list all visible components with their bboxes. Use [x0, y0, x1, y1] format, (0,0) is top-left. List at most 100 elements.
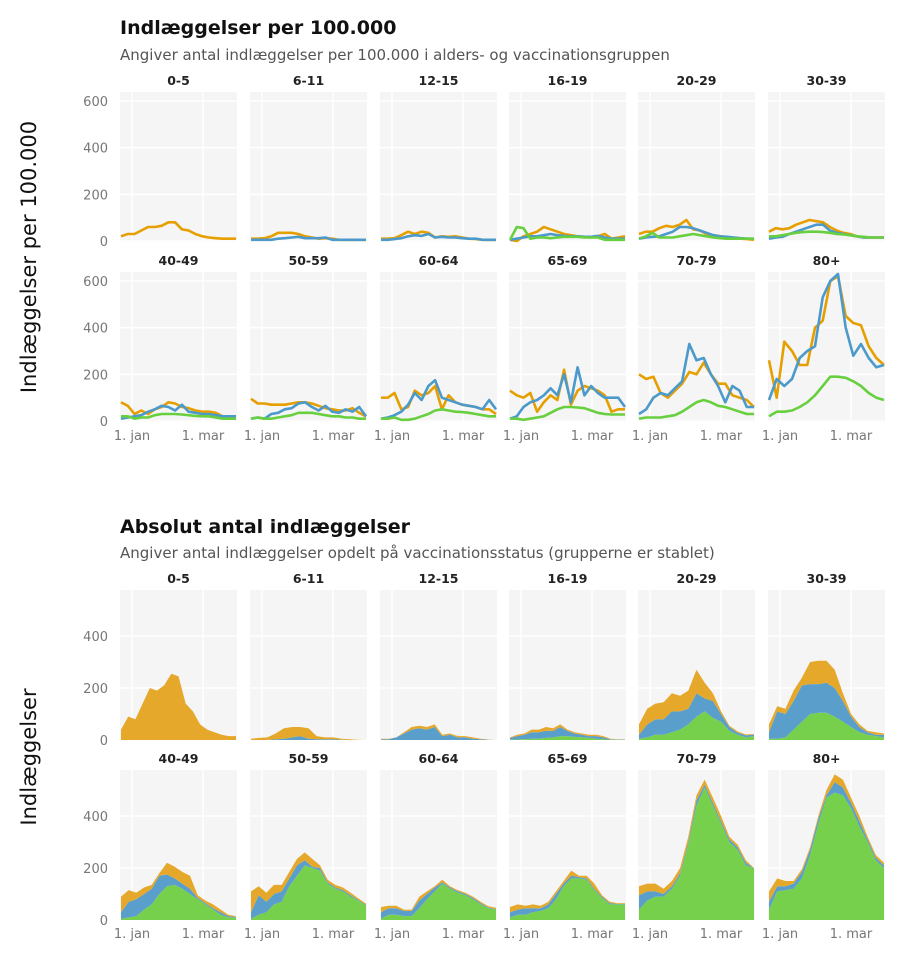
x-tick-label: 1. jan	[632, 429, 668, 444]
x-tick-label: 1. jan	[762, 429, 798, 444]
chart-title-rate: Indlæggelser per 100.000	[120, 17, 396, 39]
stacked-area-orange	[121, 673, 236, 740]
y-tick-label: 600	[83, 275, 108, 290]
series-line-blue	[250, 400, 368, 421]
y-axis-title-absolute: Indlæggelser	[17, 688, 41, 826]
y-tick-label: 400	[83, 142, 108, 157]
x-tick-label: 1. mar	[830, 927, 873, 942]
facet-panel-60-64: 60-64 1. jan 1. mar	[374, 253, 498, 444]
y-tick-label: 400	[83, 322, 108, 337]
facet-label: 60-64	[419, 751, 459, 766]
facet-label: 30-39	[807, 73, 847, 88]
facet-label: 80+	[813, 253, 841, 268]
stacked-area-blue	[639, 693, 754, 739]
facet-panel-20-29: 20-29	[638, 571, 755, 741]
facet-label: 20-29	[677, 571, 717, 586]
stacked-area-orange	[381, 724, 496, 740]
x-tick-label: 1. mar	[442, 927, 485, 942]
series-line-green	[769, 230, 884, 239]
x-tick-label: 1. jan	[632, 927, 668, 942]
y-tick-label: 200	[83, 862, 108, 877]
facet-panel-80plus: 80+ 1. jan 1. mar	[762, 253, 885, 444]
stacked-area-orange	[251, 727, 366, 740]
facet-panel-80plus: 80+ 1. jan 1. mar	[762, 751, 885, 942]
facet-label: 60-64	[419, 253, 459, 268]
facet-panel-12-15: 12-15	[380, 571, 497, 741]
chart-subtitle-rate: Angiver antal indlæggelser per 100.000 i…	[120, 46, 670, 64]
facet-label: 70-79	[677, 253, 717, 268]
panel-background	[509, 590, 626, 740]
facet-panel-30-39: 30-39	[768, 73, 885, 242]
facet-label: 80+	[813, 751, 841, 766]
y-tick-label: 200	[83, 188, 108, 203]
facet-panel-0-5: 0-5 0 200 400	[83, 571, 237, 749]
y-tick-label: 200	[83, 368, 108, 383]
stacked-area-orange	[769, 660, 884, 735]
facet-panel-40-49: 40-49 0 200 400 600 1. jan 1. mar	[83, 253, 237, 444]
stacked-area-green	[639, 711, 754, 740]
series-line-blue	[767, 272, 885, 401]
series-line-blue	[380, 378, 498, 420]
x-tick-label: 1. jan	[503, 927, 539, 942]
panel-background	[120, 272, 237, 422]
facet-panel-50-59: 50-59 1. jan 1. mar	[244, 253, 368, 444]
series-line-orange	[509, 225, 626, 243]
stacked-area-green	[121, 884, 236, 920]
facet-panel-16-19: 16-19	[508, 73, 626, 243]
series-line-orange	[638, 361, 755, 408]
series-line-green	[508, 225, 625, 242]
facet-label: 40-49	[159, 253, 199, 268]
y-tick-label: 0	[100, 235, 108, 250]
x-tick-label: 1. mar	[182, 927, 225, 942]
stacked-area-blue	[769, 682, 884, 739]
facet-label: 0-5	[167, 73, 190, 88]
stacked-area-blue	[121, 874, 236, 919]
facet-panel-50-59: 50-59 1. jan 1. mar	[244, 751, 367, 942]
facet-label: 40-49	[159, 751, 199, 766]
facet-panel-70-79: 70-79 1. jan 1. mar	[632, 751, 755, 942]
y-tick-label: 400	[83, 630, 108, 645]
x-tick-label: 1. jan	[244, 429, 280, 444]
x-tick-label: 1. mar	[571, 927, 614, 942]
stacked-area-green	[769, 792, 884, 920]
x-tick-label: 1. jan	[374, 927, 410, 942]
panel-background	[638, 92, 755, 242]
stacked-area-orange	[510, 870, 625, 913]
x-tick-label: 1. mar	[830, 429, 873, 444]
stacked-area-green	[639, 787, 754, 920]
facet-panel-20-29: 20-29	[638, 73, 755, 242]
facet-label: 20-29	[677, 73, 717, 88]
stacked-area-blue	[381, 727, 496, 740]
facet-label: 70-79	[677, 751, 717, 766]
series-line-green	[510, 405, 625, 422]
facet-panel-12-15: 12-15	[380, 73, 497, 242]
x-tick-label: 1. jan	[114, 927, 150, 942]
x-tick-label: 1. mar	[700, 927, 743, 942]
panel-background	[768, 92, 885, 242]
stacked-area-orange	[639, 779, 754, 896]
chart-subtitle-absolute: Angiver antal indlæggelser opdelt på vac…	[120, 544, 715, 562]
x-tick-label: 1. jan	[503, 429, 539, 444]
stacked-area-green	[510, 878, 625, 920]
series-line-green	[768, 375, 885, 418]
y-tick-label: 600	[83, 95, 108, 110]
series-line-blue	[509, 365, 627, 420]
series-line-green	[121, 412, 236, 421]
panel-background	[380, 590, 497, 740]
chart-title-absolute: Absolut antal indlæggelser	[120, 516, 411, 538]
x-tick-label: 1. jan	[244, 927, 280, 942]
y-axis-title-rate: Indlæggelser per 100.000	[17, 121, 41, 393]
panel-background	[120, 92, 237, 242]
x-tick-label: 1. jan	[762, 927, 798, 942]
stacked-area-green	[769, 712, 884, 740]
stacked-area-orange	[639, 669, 754, 736]
series-line-blue	[381, 232, 496, 242]
series-line-green	[250, 411, 366, 421]
x-tick-label: 1. mar	[700, 429, 743, 444]
panel-background	[509, 92, 626, 242]
panel-background	[250, 590, 367, 740]
y-tick-label: 200	[83, 682, 108, 697]
facet-panel-70-79: 70-79 1. jan 1. mar	[632, 253, 755, 444]
facet-label: 12-15	[419, 73, 459, 88]
facet-panel-0-5: 0-5 0 200 400 600	[83, 73, 237, 250]
